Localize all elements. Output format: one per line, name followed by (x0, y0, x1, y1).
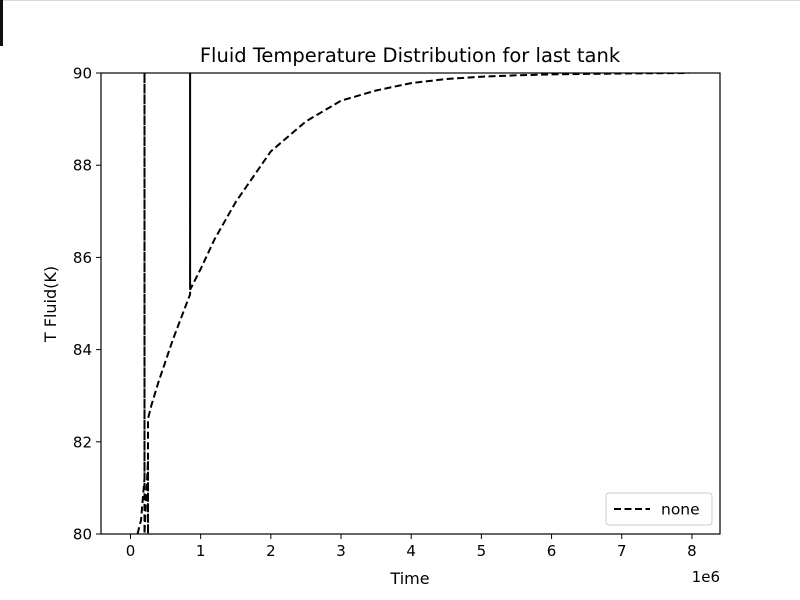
x-axis-label: Time (389, 569, 429, 588)
x-tick-label: 7 (617, 542, 627, 560)
series-line-none (136, 73, 689, 534)
x-tick-label: 2 (266, 542, 276, 560)
y-tick-label: 82 (73, 433, 92, 451)
legend: none (605, 492, 713, 526)
y-tick-label: 84 (73, 341, 92, 359)
legend-box (605, 492, 713, 526)
x-tick-label: 0 (126, 542, 136, 560)
x-tick-label: 5 (477, 542, 487, 560)
y-tick-label: 90 (73, 65, 92, 83)
y-tick-label: 80 (73, 526, 92, 544)
chart-title: Fluid Temperature Distribution for last … (200, 44, 621, 67)
x-tick-label: 1 (196, 542, 206, 560)
window-top-border (0, 0, 800, 1)
x-tick-label: 4 (406, 542, 416, 560)
y-tick-label: 86 (73, 249, 92, 267)
window-edge-marker (0, 0, 3, 46)
x-tick-label: 8 (687, 542, 697, 560)
y-axis-label: T Fluid(K) (41, 266, 60, 343)
legend-entry-label: none (661, 501, 700, 519)
x-axis-offset-label: 1e6 (692, 568, 720, 586)
plot-area (136, 73, 689, 534)
axes-frame (100, 72, 721, 535)
x-tick-label: 6 (547, 542, 557, 560)
x-tick-label: 3 (336, 542, 346, 560)
y-tick-label: 88 (73, 157, 92, 175)
